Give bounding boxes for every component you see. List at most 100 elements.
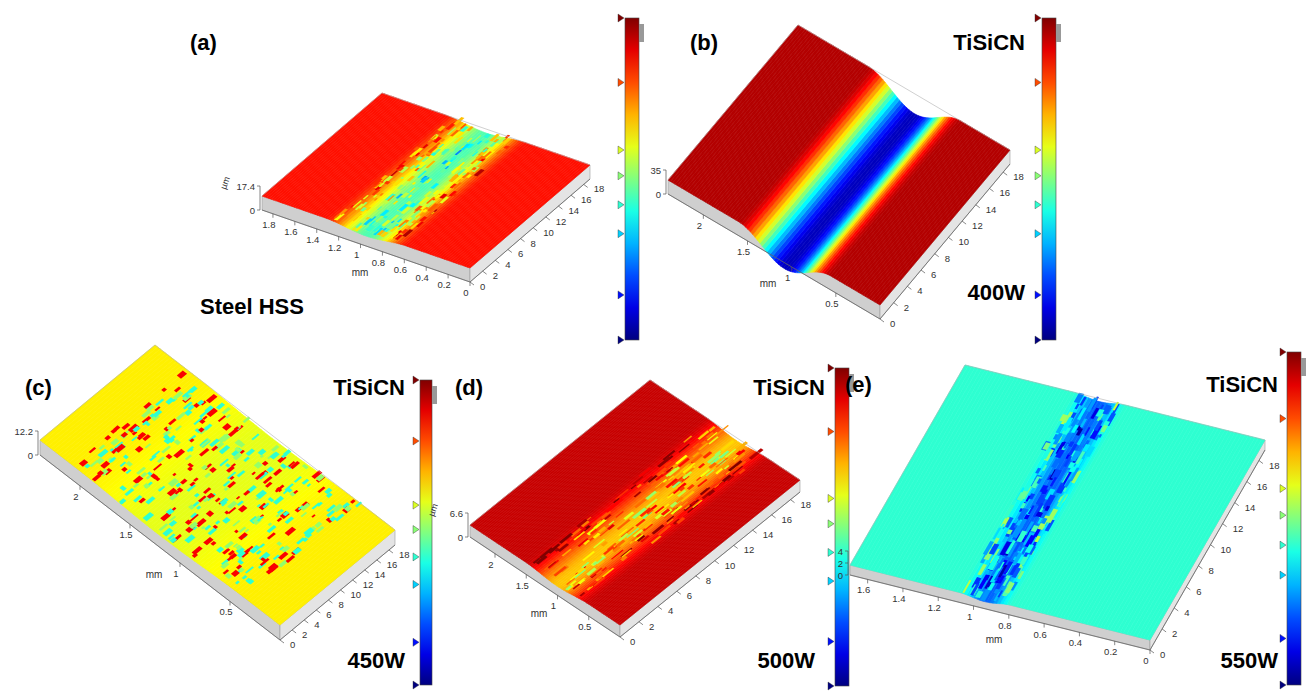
surface-texture: [363, 195, 369, 200]
x-axis-line: [850, 575, 1150, 650]
surface-texture: [302, 537, 308, 542]
surface-texture: [457, 138, 467, 145]
surface-texture: [260, 558, 270, 566]
surface-texture: [333, 504, 344, 513]
surface-texture: [662, 508, 673, 517]
surface-texture: [251, 472, 256, 476]
y-tick-label: 2: [302, 629, 307, 640]
surface-texture: [698, 431, 710, 440]
y-tick-label: 4: [668, 605, 673, 616]
surface-texture: [418, 196, 429, 204]
surface-texture: [237, 560, 244, 565]
surface-texture: [419, 163, 427, 169]
y-tick-label: 8: [531, 238, 536, 249]
color-bar: [835, 368, 849, 686]
surface-texture: [655, 474, 664, 481]
color-bar-marker: [618, 201, 624, 209]
y-tick-label: 0: [290, 639, 295, 650]
surface-texture: [969, 584, 980, 595]
y-tick: [1003, 172, 1007, 175]
y-tick: [1235, 503, 1239, 506]
surface-texture: [605, 502, 619, 513]
x-tick-label: 1: [354, 249, 359, 260]
surface-strip: [860, 368, 978, 569]
surface-texture: [242, 575, 248, 580]
y-tick-label: 4: [1184, 607, 1189, 618]
surface-texture: [99, 445, 106, 450]
surface-texture: [424, 191, 432, 197]
surface-texture: [195, 518, 206, 527]
color-bar-marker: [1035, 14, 1041, 22]
surface-texture: [1012, 568, 1022, 578]
surface-texture: [169, 520, 178, 527]
surface-strip: [867, 369, 985, 570]
x-tick: [747, 241, 748, 245]
surface-texture: [188, 386, 197, 394]
surface-texture: [219, 459, 229, 467]
surface-texture: [1050, 477, 1057, 486]
surface-texture: [438, 144, 444, 148]
surface-texture: [373, 195, 378, 198]
x-axis-title: mm: [531, 608, 548, 619]
color-bar-marker: [828, 548, 834, 556]
surface-texture: [482, 148, 488, 152]
surface-texture: [379, 210, 389, 217]
surface-texture: [397, 219, 403, 223]
surface-strip: [682, 33, 814, 189]
surface-strip: [677, 31, 809, 187]
z-axis-title: µm: [426, 502, 440, 517]
y-tick-label: 4: [917, 285, 922, 296]
surface-texture: [451, 156, 457, 160]
surface-texture: [384, 181, 391, 185]
color-bar-histogram: [432, 386, 437, 404]
surface-texture: [548, 560, 559, 569]
surface-strip: [692, 39, 824, 195]
surface-strip: [490, 393, 672, 539]
surface-texture: [235, 581, 240, 585]
x-axis-title: mm: [760, 278, 777, 289]
x-tick-label: 2: [488, 559, 493, 570]
surface-texture: [454, 147, 459, 151]
surface-texture: [675, 484, 682, 489]
z-axis-line: [468, 513, 469, 537]
surface-texture: [1006, 529, 1012, 534]
surface-texture: [372, 178, 382, 185]
surface-texture: [277, 518, 283, 523]
surface-texture: [410, 210, 421, 218]
surface-texture: [352, 214, 362, 222]
color-bar-marker: [413, 526, 419, 534]
surface-texture: [96, 457, 105, 464]
surface-texture: [311, 514, 315, 518]
surface-texture: [161, 445, 171, 453]
surface-texture: [635, 519, 645, 527]
surface-texture: [89, 447, 97, 453]
x-tick: [703, 215, 704, 219]
y-tick-label: 18: [1269, 460, 1280, 471]
y-tick-label: 14: [763, 529, 774, 540]
x-tick: [382, 252, 383, 256]
surface-texture: [443, 182, 450, 186]
y-tick-label: 16: [999, 187, 1010, 198]
surface-texture: [210, 541, 216, 546]
surface-texture: [678, 444, 689, 453]
surface-texture: [232, 520, 240, 527]
surface-texture: [238, 442, 246, 448]
surface-texture: [667, 493, 674, 498]
surface-texture: [234, 447, 241, 453]
surface-texture: [1058, 494, 1068, 507]
surface-edge: [40, 345, 395, 530]
surface-strip: [278, 99, 400, 203]
y-tick: [584, 184, 588, 187]
x-axis-line: [40, 455, 280, 640]
surface-texture: [238, 527, 246, 534]
color-bar-marker: [618, 146, 624, 154]
surface-texture: [283, 490, 288, 494]
surface-texture: [1005, 582, 1015, 593]
surface-texture: [698, 442, 708, 450]
surface-texture: [565, 585, 572, 590]
surface-texture: [698, 463, 705, 468]
y-tick-label: 12: [363, 579, 374, 590]
surface-texture: [334, 214, 340, 218]
surface-texture: [715, 468, 723, 474]
surface-texture: [225, 463, 230, 467]
